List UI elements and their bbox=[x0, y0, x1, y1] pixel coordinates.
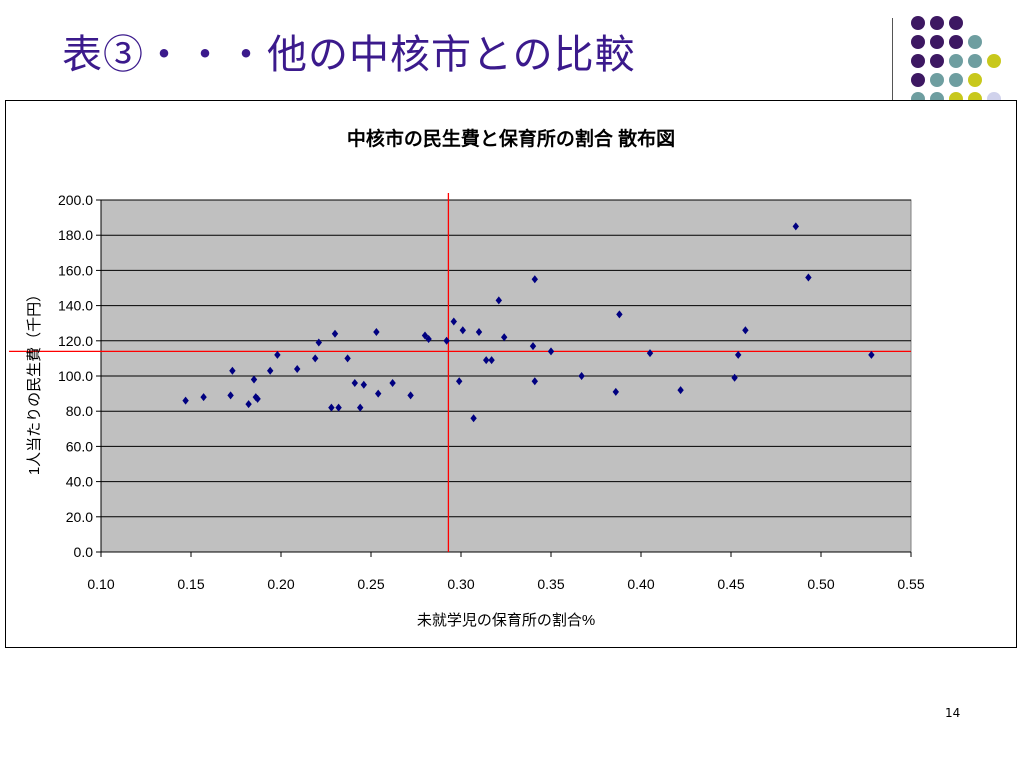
data-point bbox=[501, 333, 508, 342]
data-point bbox=[351, 379, 358, 388]
decorative-dot bbox=[930, 54, 944, 68]
y-tick-label: 40.0 bbox=[66, 474, 93, 490]
data-point bbox=[360, 380, 367, 389]
data-point bbox=[547, 347, 555, 356]
data-point bbox=[483, 356, 490, 365]
x-tick-label: 0.50 bbox=[807, 576, 834, 592]
decorative-dot bbox=[911, 35, 925, 49]
data-point bbox=[450, 317, 457, 326]
data-point bbox=[531, 275, 538, 284]
data-point bbox=[328, 403, 335, 412]
data-point bbox=[475, 328, 483, 336]
decorative-dot bbox=[968, 35, 982, 49]
data-point bbox=[245, 400, 252, 409]
x-tick-label: 0.35 bbox=[537, 576, 564, 592]
data-point bbox=[182, 396, 189, 405]
decorative-dot bbox=[949, 16, 963, 30]
data-point bbox=[421, 331, 429, 340]
decorative-dot bbox=[930, 73, 944, 87]
data-point bbox=[495, 296, 502, 305]
data-point bbox=[616, 310, 623, 319]
y-tick-label: 100.0 bbox=[58, 368, 93, 384]
data-point bbox=[389, 379, 396, 388]
y-tick-label: 200.0 bbox=[58, 192, 93, 208]
data-point bbox=[274, 350, 281, 359]
data-point bbox=[470, 414, 477, 423]
y-axis-label: 1人当たりの民生費（千円） bbox=[26, 287, 43, 475]
slide-title: 表③・・・他の中核市との比較 bbox=[62, 32, 636, 78]
y-tick-label: 80.0 bbox=[66, 403, 93, 419]
y-tick-label: 60.0 bbox=[66, 438, 93, 454]
data-point bbox=[312, 354, 319, 363]
data-point bbox=[200, 393, 207, 402]
decorative-dot bbox=[949, 54, 963, 68]
y-tick-label: 0.0 bbox=[74, 544, 94, 560]
decorative-dot-grid bbox=[911, 16, 1001, 106]
y-tick-label: 160.0 bbox=[58, 262, 93, 278]
data-point bbox=[677, 386, 684, 395]
page-number: 14 bbox=[945, 706, 961, 720]
x-axis-label: 未就学児の保育所の割合% bbox=[417, 612, 595, 629]
data-point bbox=[315, 338, 322, 347]
data-point bbox=[254, 394, 261, 403]
data-point bbox=[227, 391, 234, 400]
x-tick-label: 0.55 bbox=[897, 576, 924, 592]
decorative-dot bbox=[987, 54, 1001, 68]
decorative-dot bbox=[911, 73, 925, 87]
chart-title: 中核市の民生費と保育所の割合 散布図 bbox=[347, 127, 675, 150]
data-point bbox=[267, 366, 274, 375]
data-point bbox=[578, 372, 585, 380]
y-tick-label: 120.0 bbox=[58, 333, 93, 349]
y-tick-label: 20.0 bbox=[66, 509, 93, 525]
data-point bbox=[456, 377, 463, 386]
x-tick-label: 0.40 bbox=[627, 576, 654, 592]
data-point bbox=[735, 350, 742, 359]
data-point bbox=[805, 273, 812, 282]
data-point bbox=[250, 375, 258, 384]
x-tick-label: 0.10 bbox=[87, 576, 114, 592]
data-point bbox=[612, 387, 619, 396]
data-point bbox=[425, 335, 432, 344]
data-point bbox=[335, 403, 342, 412]
data-point bbox=[407, 391, 414, 400]
data-point bbox=[731, 373, 738, 382]
decorative-dot bbox=[930, 16, 944, 30]
data-point bbox=[229, 366, 236, 375]
decorative-dot bbox=[949, 73, 963, 87]
decorative-dot bbox=[911, 54, 925, 68]
data-point bbox=[331, 329, 339, 338]
decorative-dot bbox=[930, 35, 944, 49]
data-point bbox=[792, 222, 799, 231]
data-point bbox=[529, 342, 537, 351]
x-tick-label: 0.30 bbox=[447, 576, 474, 592]
data-point bbox=[375, 389, 382, 398]
data-point bbox=[357, 403, 364, 412]
x-tick-label: 0.20 bbox=[267, 576, 294, 592]
data-point bbox=[742, 326, 749, 335]
data-point bbox=[459, 326, 466, 335]
data-point bbox=[443, 336, 450, 345]
x-tick-label: 0.45 bbox=[717, 576, 744, 592]
data-point bbox=[488, 356, 495, 365]
data-point bbox=[868, 350, 875, 359]
decorative-dot bbox=[968, 54, 982, 68]
decorative-dot bbox=[911, 16, 925, 30]
data-point bbox=[531, 377, 538, 386]
y-tick-label: 180.0 bbox=[58, 227, 93, 243]
decorative-dot bbox=[949, 35, 963, 49]
data-point bbox=[344, 354, 351, 363]
data-point bbox=[294, 364, 301, 373]
title-divider bbox=[892, 18, 893, 100]
data-point bbox=[646, 349, 654, 358]
x-tick-label: 0.25 bbox=[357, 576, 384, 592]
data-point bbox=[373, 328, 380, 336]
scatter-chart: 中核市の民生費と保育所の割合 散布図 0.0 20.0 40.0 60.0 80.0 100… bbox=[9, 127, 925, 629]
x-tick-label: 0.15 bbox=[177, 576, 204, 592]
y-tick-label: 140.0 bbox=[58, 298, 93, 314]
decorative-dot bbox=[968, 73, 982, 87]
chart-frame: 中核市の民生費と保育所の割合 散布図 0.0 20.0 40.0 60.0 80.0 100… bbox=[5, 100, 1017, 648]
